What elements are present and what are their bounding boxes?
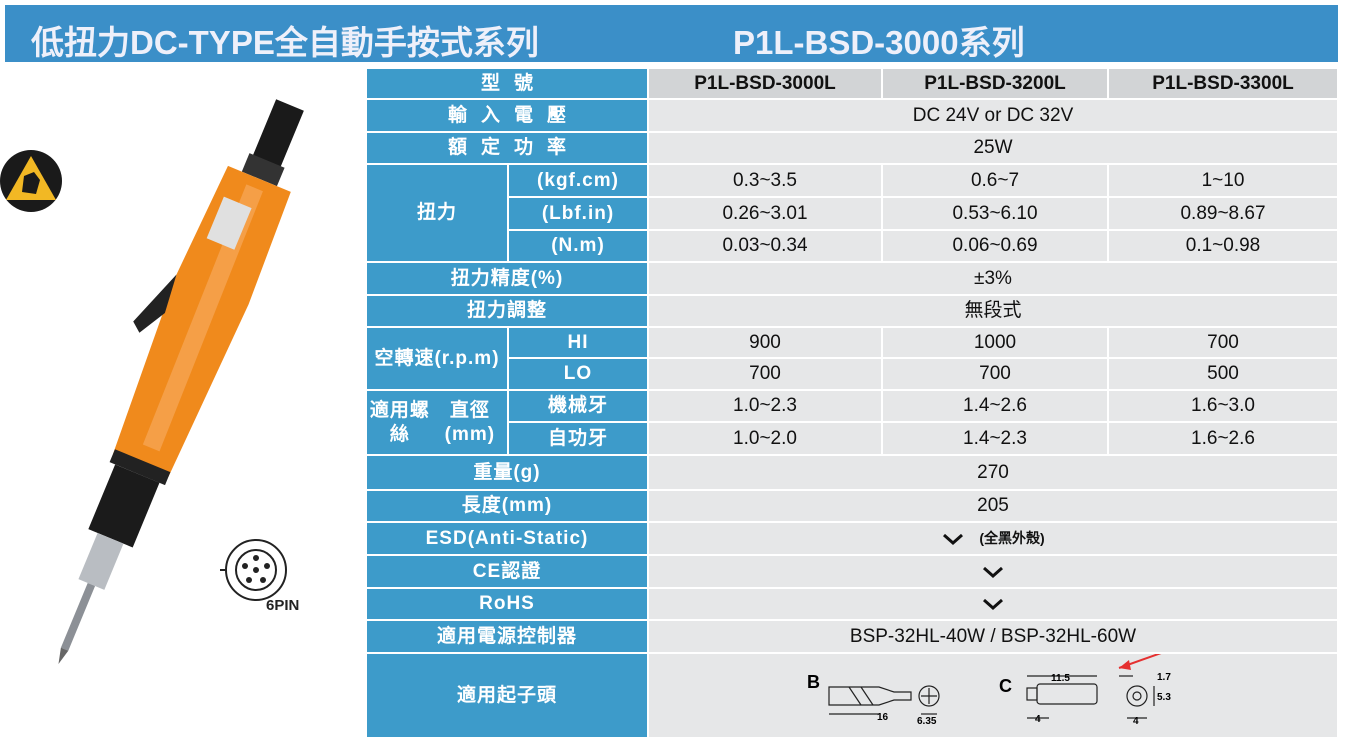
row-label: CE認證	[367, 556, 647, 587]
value-cell: 0.03~0.34	[649, 231, 881, 261]
value-cell: 1.4~2.6	[883, 391, 1107, 421]
row-label: 扭力調整	[367, 296, 647, 326]
row-label: 適用螺絲 直徑(mm)	[367, 391, 507, 454]
value-cell: ±3%	[649, 263, 1337, 294]
value-cell	[649, 589, 1337, 619]
value-cell: 1.0~2.0	[649, 423, 881, 454]
value-cell: 700	[649, 359, 881, 389]
bits-cell: B 16 6.35 C 11.5 4 1.7 5.3 4	[649, 654, 1337, 737]
note: (全黑外殼)	[979, 529, 1045, 546]
sub-label: (N.m)	[509, 231, 647, 261]
value-cell: 0.53~6.10	[883, 198, 1107, 229]
value-cell: 0.06~0.69	[883, 231, 1107, 261]
row-label: RoHS	[367, 589, 647, 619]
title-banner: 低扭力DC-TYPE全自動手按式系列 P1L-BSD-3000系列	[5, 5, 1338, 62]
bit-drawings: B 16 6.35 C 11.5 4 1.7 5.3 4	[807, 654, 1171, 727]
value-cell: 0.89~8.67	[1109, 198, 1337, 229]
value-cell: 500	[1109, 359, 1337, 389]
value-cell: BSP-32HL-40W / BSP-32HL-60W	[649, 621, 1337, 652]
row-label: 扭力	[367, 165, 507, 261]
bit-text: 16	[877, 712, 889, 723]
row-label: 適用起子頭	[367, 654, 647, 737]
value-cell	[649, 556, 1337, 587]
sub-label: 機械牙	[509, 391, 647, 421]
row-label: 長度(mm)	[367, 491, 647, 521]
model-header: P1L-BSD-3200L	[883, 69, 1107, 98]
value-cell: 270	[649, 456, 1337, 489]
value-cell: DC 24V or DC 32V	[649, 100, 1337, 131]
row-label: 空轉速 (r.p.m)	[367, 328, 507, 389]
sub-label: LO	[509, 359, 647, 389]
row-label: 型號	[367, 69, 647, 98]
bit-text: C	[999, 676, 1012, 696]
value-cell: 1.0~2.3	[649, 391, 881, 421]
value-cell: 700	[883, 359, 1107, 389]
value-cell: 1.4~2.3	[883, 423, 1107, 454]
model-header: P1L-BSD-3000L	[649, 69, 881, 98]
value-cell: 無段式	[649, 296, 1337, 326]
row-label: 適用電源控制器	[367, 621, 647, 652]
sub-label: (kgf.cm)	[509, 165, 647, 196]
bit-text: 4	[1035, 714, 1041, 725]
bit-text: 4	[1133, 716, 1139, 727]
row-label: 輸入電壓	[367, 100, 647, 131]
model-header: P1L-BSD-3300L	[1109, 69, 1337, 98]
value-cell: 0.6~7	[883, 165, 1107, 196]
cell-text: 直徑(mm)	[444, 399, 496, 445]
row-label: ESD(Anti-Static)	[367, 523, 647, 554]
cell-text: 空轉速	[374, 347, 435, 369]
bit-text: B	[807, 672, 820, 692]
connector-label: 6PIN	[266, 597, 299, 614]
bit-text: 6.35	[917, 716, 937, 727]
check-mark	[983, 566, 1003, 578]
sub-label: (Lbf.in)	[509, 198, 647, 229]
cell-text: 適用螺絲	[369, 399, 430, 445]
value-cell: 700	[1109, 328, 1337, 357]
sub-label: 自功牙	[509, 423, 647, 454]
value-cell: 1.6~3.0	[1109, 391, 1337, 421]
title: 低扭力DC-TYPE全自動手按式系列	[31, 24, 539, 61]
value-cell: 900	[649, 328, 881, 357]
spec-table: 型號 P1L-BSD-3000L P1L-BSD-3200L P1L-BSD-3300…	[366, 68, 1338, 738]
row-label: 重量(g)	[367, 456, 647, 489]
value-cell: 1000	[883, 328, 1107, 357]
check-mark	[983, 598, 1003, 611]
value-cell: 1.6~2.6	[1109, 423, 1337, 454]
value-cell: 205	[649, 491, 1337, 521]
row-label: 扭力精度(%)	[367, 263, 647, 294]
value-cell: 0.26~3.01	[649, 198, 881, 229]
sub-label: HI	[509, 328, 647, 357]
bit-text: 11.5	[1051, 673, 1070, 684]
bit-text: 1.7	[1157, 672, 1171, 683]
series: P1L-BSD-3000系列	[733, 24, 1025, 61]
value-cell: (全黑外殼)	[649, 523, 1337, 554]
value-cell: 25W	[649, 133, 1337, 163]
row-label: 額定功率	[367, 133, 647, 163]
value-cell: 0.1~0.98	[1109, 231, 1337, 261]
cell-text: (r.p.m)	[434, 347, 500, 369]
bit-text: 5.3	[1157, 692, 1171, 703]
check-mark	[943, 533, 964, 545]
value-cell: 0.3~3.5	[649, 165, 881, 196]
product-illustration: 6PIN	[0, 99, 304, 664]
value-cell: 1~10	[1109, 165, 1337, 196]
